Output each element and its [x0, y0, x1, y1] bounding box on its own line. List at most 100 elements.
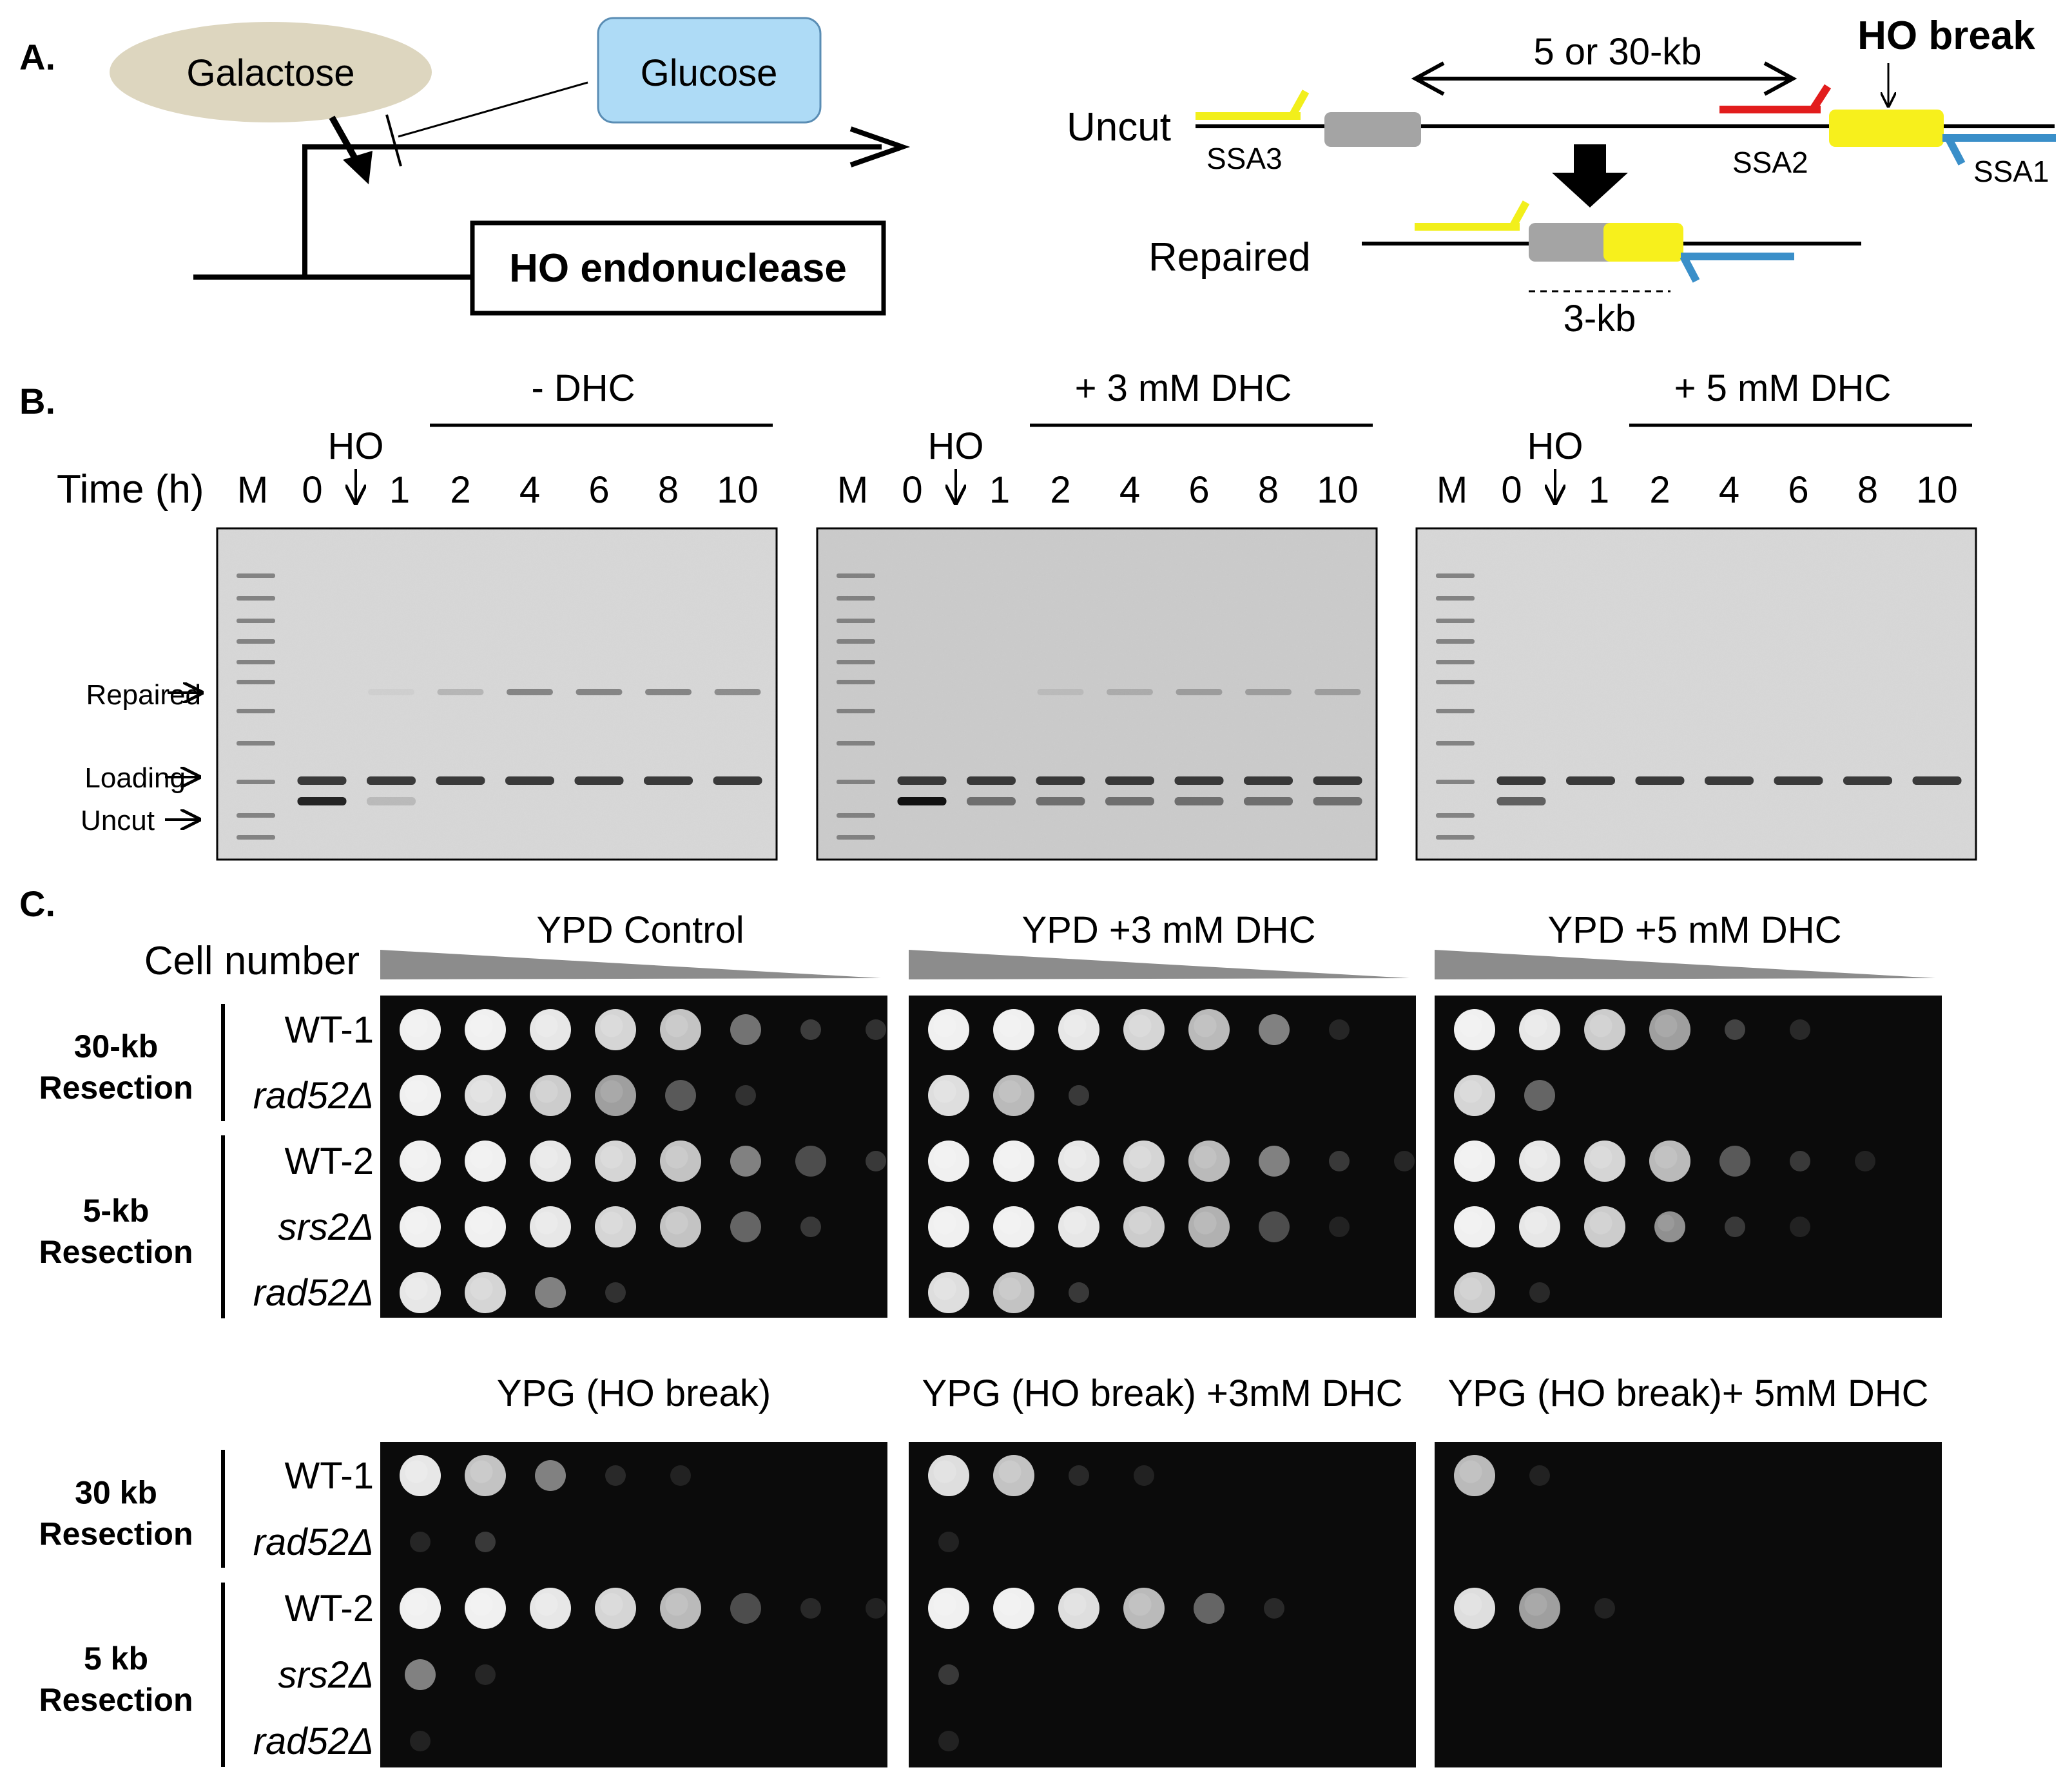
group-label-line1: 30 kb [75, 1475, 157, 1511]
plate-title: YPD +3 mM DHC [1021, 909, 1315, 951]
strain-label: WT-1 [284, 1009, 374, 1051]
colony-highlight [535, 1593, 558, 1616]
colony-highlight [1459, 1080, 1482, 1103]
strain-label: WT-1 [284, 1455, 374, 1497]
uncut-band [967, 797, 1016, 805]
loading-band [1635, 776, 1685, 785]
colony-spot [465, 1075, 506, 1116]
ho-label: HO [328, 425, 384, 467]
uncut-band [1036, 797, 1085, 805]
cell-number-wedge [380, 950, 881, 979]
ladder-band [1436, 660, 1475, 664]
colony-highlight [933, 1460, 956, 1483]
colony-highlight [470, 1593, 493, 1616]
colony-highlight [470, 1146, 493, 1169]
plate-1: YPD Control [380, 909, 887, 1318]
uncut-band [897, 797, 947, 805]
ladder-band [237, 780, 275, 784]
colony-highlight [665, 1211, 688, 1235]
repaired-band [1245, 689, 1292, 695]
lane-label: 2 [1649, 469, 1670, 511]
ladder-band [837, 660, 875, 664]
colony-highlight [933, 1146, 956, 1169]
ladder-band [837, 813, 875, 818]
colony-spot [1519, 1009, 1560, 1050]
lane-label: 2 [1050, 469, 1070, 511]
colony-spot [1329, 1151, 1350, 1171]
colony-spot [928, 1206, 969, 1247]
plate-title: YPD Control [536, 909, 744, 951]
ladder-band [237, 660, 275, 664]
strain-label: srs2Δ [278, 1206, 374, 1248]
colony-highlight [405, 1460, 428, 1483]
colony-spot [1329, 1217, 1350, 1237]
colony-highlight [470, 1014, 493, 1037]
colony-highlight [933, 1277, 956, 1300]
galactose-ellipse [110, 22, 432, 122]
colony-spot [1454, 1272, 1495, 1313]
colony-spot [1259, 1014, 1290, 1045]
colony-highlight [1654, 1014, 1678, 1037]
colony-highlight [600, 1014, 623, 1037]
colony-spot [660, 1206, 701, 1247]
colony-highlight [1459, 1593, 1482, 1616]
ladder-band [237, 596, 275, 601]
colony-spot [1134, 1465, 1154, 1486]
colony-spot [1058, 1588, 1099, 1629]
lane-label: 1 [1589, 469, 1609, 511]
loading-band [1313, 776, 1362, 785]
uncut-gray-block [1324, 112, 1421, 147]
strain-label: rad52Δ [253, 1521, 374, 1563]
colony-highlight [1589, 1146, 1612, 1169]
colony-spot [1058, 1206, 1099, 1247]
colony-spot [530, 1588, 571, 1629]
colony-spot [993, 1141, 1034, 1182]
colony-spot [993, 1009, 1034, 1050]
gene-label: HO endonuclease [509, 246, 847, 291]
lane-label: 4 [1719, 469, 1739, 511]
repaired-yellow-block [1603, 223, 1683, 262]
colony-highlight [1589, 1014, 1612, 1037]
colony-highlight [998, 1593, 1021, 1616]
loading-band [1774, 776, 1823, 785]
lane-label: 6 [1188, 469, 1209, 511]
colony-highlight [933, 1593, 956, 1616]
loading-band [1705, 776, 1754, 785]
loading-band [1912, 776, 1962, 785]
repaired-band [1176, 689, 1223, 695]
colony-highlight [1524, 1593, 1547, 1616]
glucose-label: Glucose [641, 52, 778, 94]
gel-2: + 3 mM DHC HO M 0 1 2 4 6 8 10 [816, 367, 1378, 861]
repaired-band [368, 689, 414, 695]
colony-spot [1519, 1206, 1560, 1247]
colony-spot [465, 1455, 506, 1496]
colony-spot [475, 1532, 496, 1552]
loading-band [297, 776, 347, 785]
colony-spot [1519, 1588, 1560, 1629]
colony-spot [535, 1277, 566, 1308]
plate-title: YPG (HO break) [497, 1372, 771, 1414]
gel-condition-label: - DHC [531, 367, 635, 409]
lane-label: 0 [902, 469, 922, 511]
gene-box [470, 220, 886, 316]
ladder-band [237, 573, 275, 578]
colony-highlight [1654, 1146, 1678, 1169]
colony-highlight [665, 1014, 688, 1037]
colony-highlight [665, 1146, 688, 1169]
repression-bar [385, 114, 402, 167]
panel-b-label: B. [19, 381, 55, 421]
colony-spot [530, 1141, 571, 1182]
group-label-line1: 30-kb [74, 1028, 159, 1064]
glucose-box [597, 17, 822, 124]
colony-highlight [1524, 1014, 1547, 1037]
galactose-label: Galactose [186, 52, 354, 94]
ladder-band [1436, 680, 1475, 684]
colony-highlight [600, 1593, 623, 1616]
colony-spot [1790, 1151, 1810, 1171]
colony-spot [595, 1206, 636, 1247]
colony-spot [1259, 1211, 1290, 1242]
ladder-band [237, 619, 275, 623]
cell-number-wedge [1435, 950, 1935, 979]
colony-highlight [1128, 1211, 1152, 1235]
